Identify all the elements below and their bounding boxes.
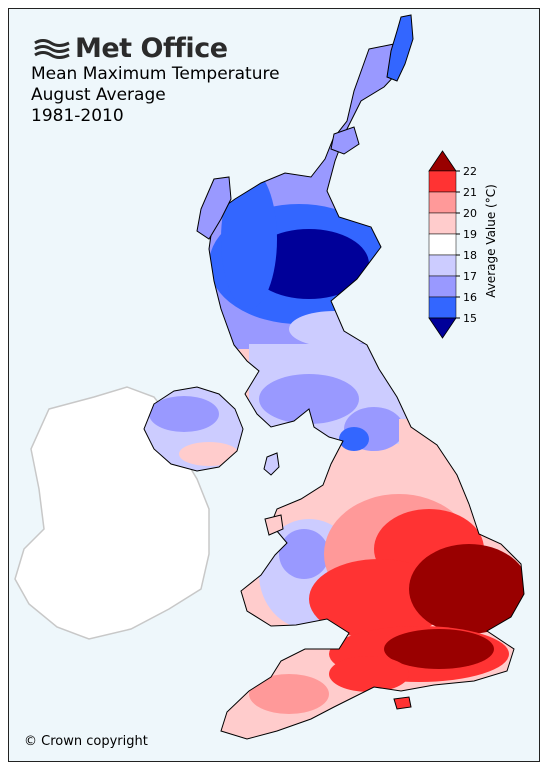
legend-band (428, 233, 457, 256)
legend-band (428, 191, 457, 214)
legend-over-range-arrow (428, 150, 457, 172)
title-line-3: 1981-2010 (31, 106, 124, 126)
legend-tick-label: 22 (463, 165, 477, 178)
anglesey (264, 514, 284, 536)
legend-tick-label: 15 (463, 312, 477, 325)
legend-tick-label: 16 (463, 291, 477, 304)
temperature-colorbar-legend: 22 21 20 19 18 17 16 15 Average Value (°C) (428, 150, 498, 339)
legend-band (428, 212, 457, 235)
legend-under-range-arrow (428, 317, 457, 339)
shetland-islands (386, 14, 414, 82)
legend-tick-label: 21 (463, 186, 477, 199)
legend-band (428, 170, 457, 193)
map-title: Mean Maximum Temperature August Average … (31, 64, 280, 127)
met-office-wave-icon (34, 38, 70, 59)
title-line-2: August Average (31, 85, 166, 105)
legend-band (428, 254, 457, 277)
brand-name: Met Office (75, 33, 228, 64)
orkney-islands (330, 126, 360, 155)
met-office-logo: Met Office (33, 33, 228, 64)
isle-of-man (263, 452, 280, 476)
isle-of-wight (393, 696, 412, 710)
legend-band (428, 275, 457, 298)
legend-tick-label: 18 (463, 249, 477, 262)
legend-tick-label: 19 (463, 228, 477, 241)
northern-ireland-outline (143, 386, 244, 472)
copyright-notice: © Crown copyright (24, 734, 148, 749)
uk-temperature-map (14, 14, 525, 740)
legend-axis-label: Average Value (°C) (484, 184, 498, 298)
map-frame: Met Office Mean Maximum Temperature Augu… (8, 8, 540, 762)
outer-hebrides (196, 176, 232, 240)
legend-band (428, 296, 457, 319)
legend-tick-label: 17 (463, 270, 477, 283)
title-line-1: Mean Maximum Temperature (31, 64, 280, 84)
legend-tick-label: 20 (463, 207, 477, 220)
